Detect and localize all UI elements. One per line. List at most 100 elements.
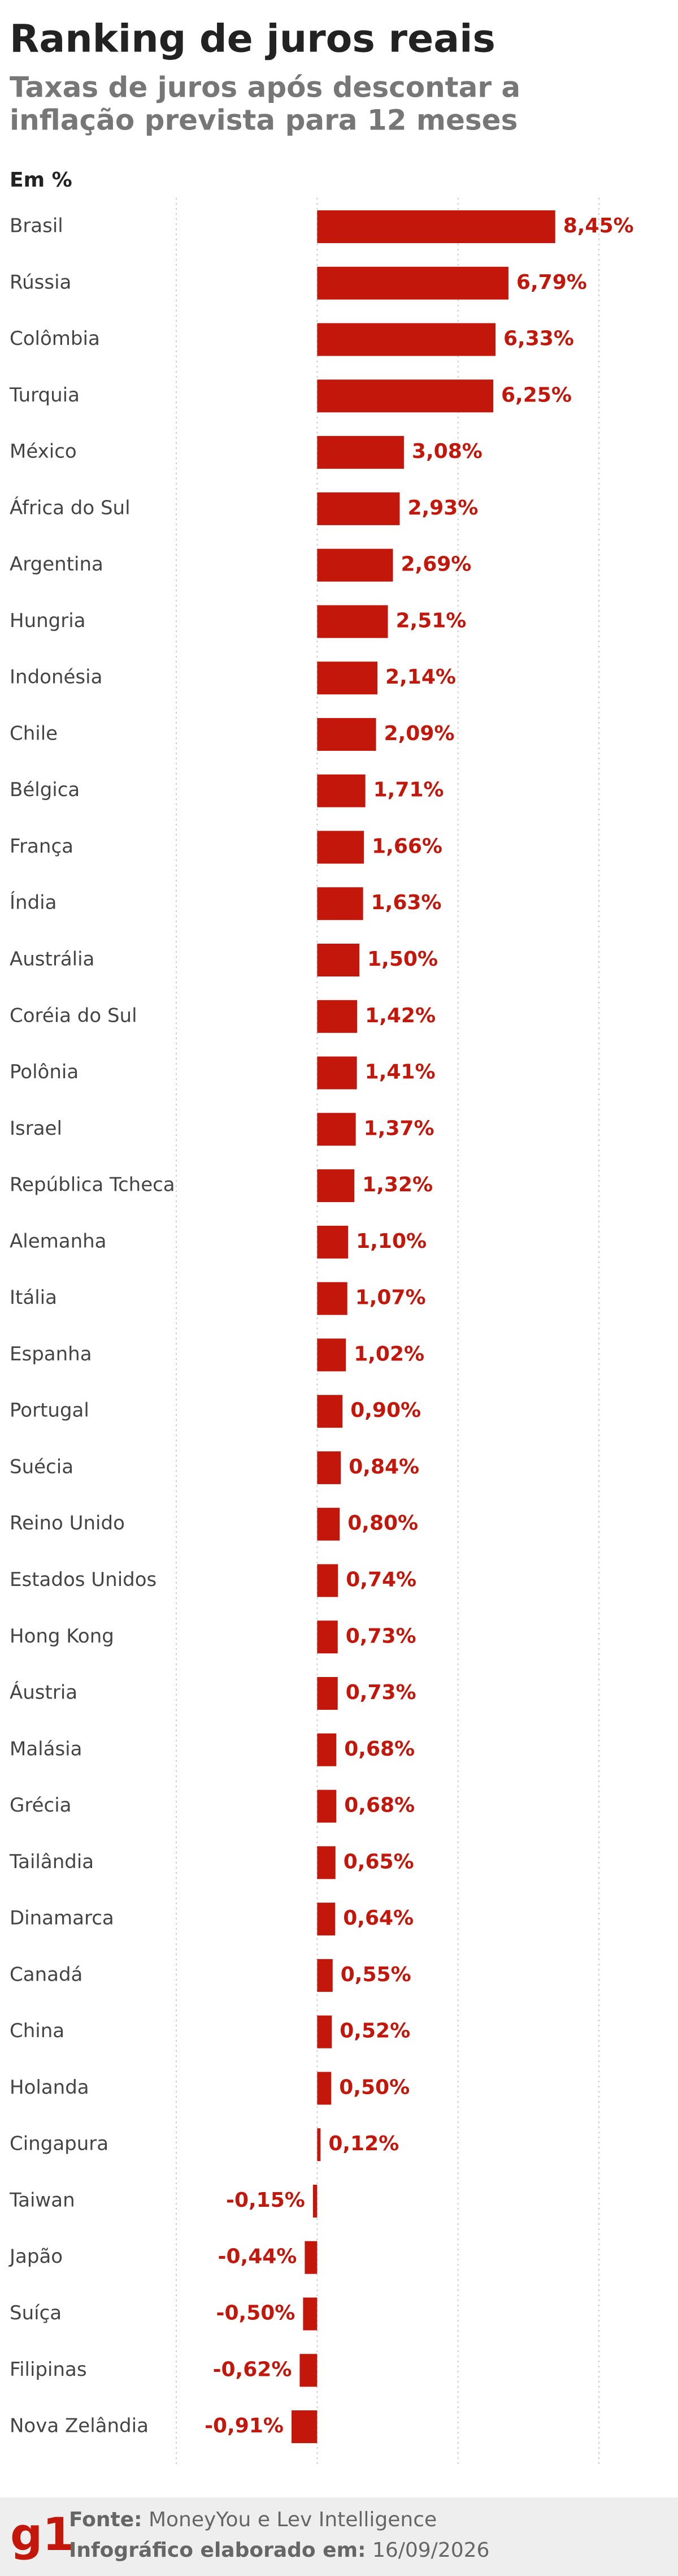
bar xyxy=(317,944,360,977)
value-label: 6,79% xyxy=(516,271,587,294)
bar xyxy=(317,1169,355,1203)
category-label: Reino Unido xyxy=(10,1512,125,1535)
value-label: -0,44% xyxy=(218,2245,297,2268)
value-label: 1,63% xyxy=(371,891,442,914)
footer-bg xyxy=(0,2497,678,2576)
category-label: Turquia xyxy=(9,384,80,407)
category-label: República Tcheca xyxy=(10,1174,175,1196)
category-label: Austrália xyxy=(10,948,94,971)
value-label: 0,84% xyxy=(349,1455,419,1479)
bar xyxy=(317,1846,336,1879)
value-label: -0,50% xyxy=(216,2301,295,2324)
date-text: 16/09/2026 xyxy=(372,2539,490,2562)
bar xyxy=(317,831,364,864)
category-label: França xyxy=(10,835,73,858)
category-label: México xyxy=(10,440,77,463)
chart-subtitle: inflação prevista para 12 meses xyxy=(10,104,518,137)
value-label: 0,68% xyxy=(344,1737,415,1761)
category-label: Colômbia xyxy=(10,327,100,350)
bar xyxy=(317,1620,338,1654)
bar xyxy=(317,1564,338,1597)
value-label: 0,50% xyxy=(339,2076,410,2099)
bar xyxy=(317,1451,341,1484)
category-label: Taiwan xyxy=(9,2189,75,2211)
rows: Brasil 8,45% Rússia 6,79% Colômbia 6,33% Turqu… xyxy=(8,210,634,2444)
value-label: 1,37% xyxy=(364,1117,434,1140)
bar xyxy=(317,548,393,582)
chart-title: Ranking de juros reais xyxy=(10,17,496,62)
value-label: 6,33% xyxy=(503,327,574,351)
category-label: Bélgica xyxy=(10,779,80,801)
category-label: Polônia xyxy=(10,1061,79,1083)
value-label: 1,10% xyxy=(356,1230,427,1253)
bar xyxy=(299,2354,318,2387)
category-label: Israel xyxy=(10,1117,62,1140)
category-label: Tailândia xyxy=(9,1851,94,1873)
bar xyxy=(303,2297,318,2331)
value-label: 0,80% xyxy=(347,1512,418,1535)
category-label: Malásia xyxy=(10,1737,82,1760)
value-label: 2,93% xyxy=(407,496,478,520)
date-label: Infográfico elaborado em: xyxy=(69,2539,366,2562)
bar xyxy=(317,1000,358,1033)
bar xyxy=(317,492,400,525)
bar xyxy=(317,1507,340,1541)
category-label: Cingapura xyxy=(10,2133,108,2155)
bar xyxy=(317,1790,337,1823)
category-label: Hungria xyxy=(10,610,86,632)
bar xyxy=(317,1733,337,1766)
bar xyxy=(317,718,376,751)
value-label: 0,55% xyxy=(341,1963,411,1986)
grid xyxy=(176,198,599,2465)
bar xyxy=(317,2128,321,2162)
category-label: Rússia xyxy=(10,271,71,293)
chart-subtitle: Taxas de juros após descontar a xyxy=(10,71,520,104)
bar xyxy=(317,379,493,413)
value-label: -0,15% xyxy=(226,2189,305,2212)
value-label: 6,25% xyxy=(501,383,572,407)
category-label: Espanha xyxy=(10,1343,92,1365)
value-label: 3,08% xyxy=(412,440,483,463)
value-label: -0,62% xyxy=(213,2358,292,2381)
value-label: 0,12% xyxy=(328,2132,399,2155)
category-label: Itália xyxy=(10,1286,57,1309)
value-label: 0,52% xyxy=(340,2020,410,2043)
value-label: -0,91% xyxy=(205,2414,284,2437)
category-label: Estados Unidos xyxy=(10,1568,157,1591)
value-label: 1,50% xyxy=(367,948,438,971)
bar xyxy=(317,774,366,807)
date: Infográfico elaborado em: 16/09/2026 xyxy=(69,2539,489,2562)
bar xyxy=(317,1959,333,1992)
category-label: Nova Zelândia xyxy=(10,2415,149,2437)
value-label: 2,51% xyxy=(395,609,466,632)
category-label: Portugal xyxy=(10,1399,89,1422)
bar xyxy=(317,1056,357,1090)
bar xyxy=(291,2410,318,2444)
bar xyxy=(317,2015,332,2048)
value-label: 1,71% xyxy=(373,779,444,802)
bar xyxy=(317,266,508,300)
category-label: Alemanha xyxy=(10,1230,107,1252)
value-label: 0,73% xyxy=(346,1624,416,1648)
source-label: Fonte: xyxy=(69,2508,142,2531)
category-label: Dinamarca xyxy=(10,1907,114,1930)
value-label: 1,32% xyxy=(362,1173,433,1196)
source: Fonte: MoneyYou e Lev Intelligence xyxy=(69,2508,437,2531)
value-label: 2,09% xyxy=(384,722,455,745)
value-label: 1,66% xyxy=(372,835,442,858)
bar xyxy=(317,887,363,920)
category-label: Hong Kong xyxy=(10,1625,114,1648)
bar xyxy=(317,1677,338,1710)
value-label: 2,14% xyxy=(385,665,456,689)
value-label: 0,90% xyxy=(350,1399,421,1422)
bar xyxy=(317,1113,356,1146)
bar xyxy=(317,2072,332,2105)
value-label: 1,42% xyxy=(365,1004,436,1027)
category-label: Japão xyxy=(8,2245,63,2268)
unit-label: Em % xyxy=(10,168,72,192)
value-label: 2,69% xyxy=(401,553,471,576)
bar xyxy=(317,210,555,243)
category-label: Suíça xyxy=(10,2302,62,2324)
